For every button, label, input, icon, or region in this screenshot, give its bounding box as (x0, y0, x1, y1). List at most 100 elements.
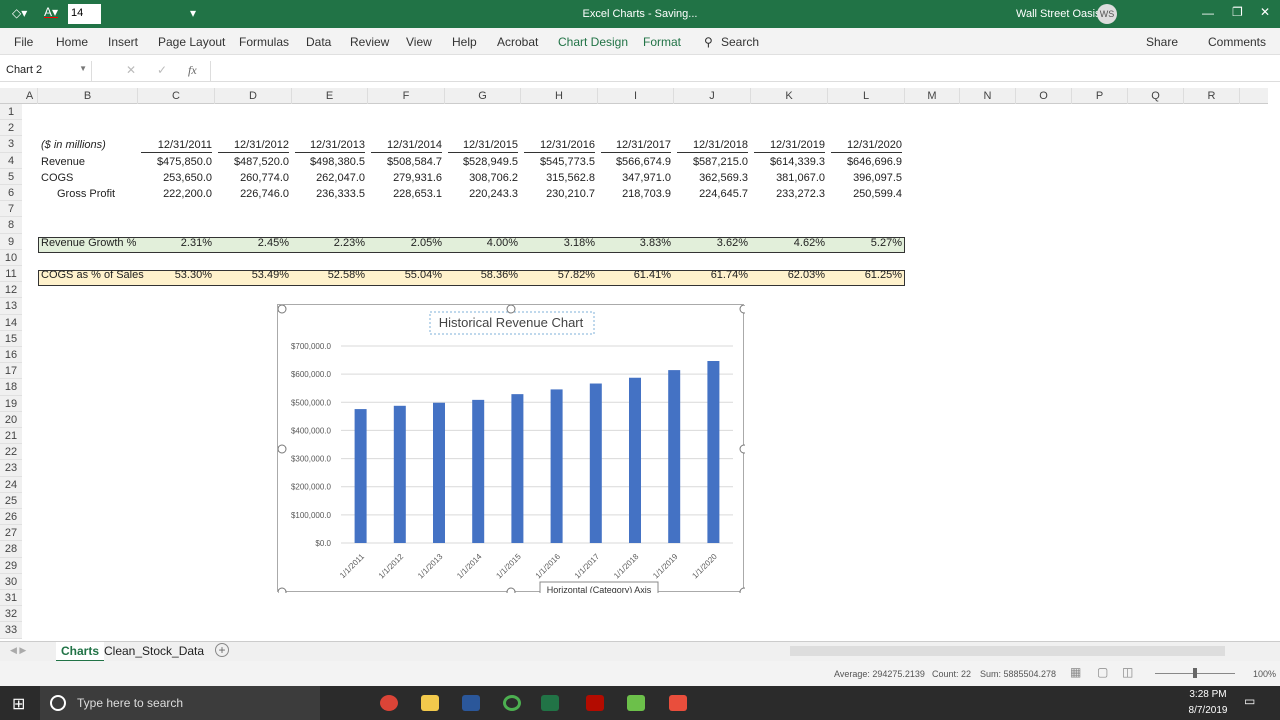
cell[interactable]: 61.74% (710, 269, 748, 281)
column-header[interactable]: A (22, 88, 38, 104)
cell[interactable]: 12/31/2013 (295, 137, 365, 154)
cell[interactable]: 2.31% (180, 236, 212, 249)
cell[interactable]: 396,097.5 (853, 171, 902, 184)
cell[interactable]: 250,599.4 (853, 188, 902, 200)
cell[interactable]: $566,674.9 (615, 155, 671, 168)
cell[interactable]: 53.30% (174, 269, 212, 281)
cell[interactable]: 4.00% (486, 236, 518, 249)
cell[interactable]: 12/31/2018 (677, 137, 748, 154)
normal-view-icon[interactable]: ▦ (1070, 665, 1082, 679)
column-header[interactable]: P (1072, 88, 1128, 104)
row-header[interactable]: 9 (0, 233, 22, 250)
column-header[interactable]: L (828, 88, 905, 104)
column-header[interactable]: B (38, 88, 138, 104)
cell[interactable]: 233,272.3 (776, 188, 825, 200)
cell[interactable]: 5.27% (870, 236, 902, 249)
row-header[interactable]: 7 (0, 201, 22, 218)
column-header[interactable]: H (521, 88, 598, 104)
row-header[interactable]: 2 (0, 120, 22, 137)
minimize-icon[interactable]: — (1202, 6, 1214, 20)
cell[interactable]: Revenue (41, 155, 86, 168)
row-header[interactable]: 25 (0, 492, 22, 509)
cell[interactable]: $508,584.7 (386, 155, 442, 168)
cell[interactable]: Revenue Growth % (41, 236, 137, 249)
column-header[interactable]: E (292, 88, 368, 104)
chart[interactable]: $0.0 $100,000.0 $200,000.0 $300,000.0 $400,0… (277, 304, 745, 593)
cell[interactable]: $528,949.5 (462, 155, 518, 168)
cell[interactable]: 253,650.0 (163, 171, 212, 184)
scroll-left-icon[interactable]: ◀ ▶ (10, 645, 27, 655)
tab-acrobat[interactable]: Acrobat (497, 35, 539, 49)
column-header[interactable]: I (598, 88, 674, 104)
row-header[interactable]: 29 (0, 557, 22, 574)
cell[interactable]: 222,200.0 (163, 188, 212, 200)
cell[interactable]: 262,047.0 (316, 171, 365, 184)
cell[interactable]: COGS (41, 171, 74, 184)
sheet-tab-charts[interactable]: Charts (56, 642, 105, 662)
row-header[interactable]: 16 (0, 347, 22, 364)
cell[interactable]: 62.03% (787, 269, 825, 281)
column-header[interactable]: M (905, 88, 960, 104)
windows-start-icon[interactable]: ⊞ (12, 696, 26, 713)
cell[interactable]: 230,210.7 (546, 188, 595, 200)
insert-function-button[interactable]: fx (188, 63, 197, 77)
row-header[interactable]: 6 (0, 185, 22, 202)
row-header[interactable]: 11 (0, 266, 22, 283)
recorder-icon[interactable] (669, 695, 687, 711)
cell[interactable]: 4.62% (793, 236, 825, 249)
search-icon[interactable]: ⚲ (704, 35, 713, 49)
row-header[interactable]: 10 (0, 249, 22, 266)
tab-view[interactable]: View (406, 35, 432, 49)
cell[interactable]: 308,706.2 (469, 171, 518, 184)
row-header[interactable]: 27 (0, 525, 22, 542)
row-header[interactable]: 31 (0, 590, 22, 607)
cancel-icon[interactable]: ✕ (126, 63, 137, 77)
fill-color-icon[interactable]: ◇▾ (12, 6, 28, 20)
cell[interactable]: 3.62% (716, 236, 748, 249)
sheet-tab-clean-stock-data[interactable]: Clean_Stock_Data (104, 644, 205, 658)
cell[interactable]: 381,067.0 (776, 171, 825, 184)
tab-help[interactable]: Help (452, 35, 477, 49)
cell[interactable]: $646,696.9 (846, 155, 902, 168)
avatar[interactable]: WS (1097, 4, 1117, 24)
formula-input[interactable] (210, 61, 1260, 81)
cell[interactable]: 279,931.6 (393, 171, 442, 184)
font-color-icon[interactable]: A▾ (44, 5, 59, 19)
column-header[interactable]: C (138, 88, 215, 104)
column-header[interactable]: D (215, 88, 292, 104)
maximize-icon[interactable]: ❐ (1232, 5, 1243, 19)
word-icon[interactable] (462, 695, 480, 711)
row-header[interactable]: 4 (0, 152, 22, 169)
close-icon[interactable]: ✕ (1260, 5, 1271, 19)
row-header[interactable]: 14 (0, 314, 22, 331)
row-header[interactable]: 8 (0, 217, 22, 234)
row-header[interactable]: 18 (0, 379, 22, 396)
column-header[interactable]: J (674, 88, 751, 104)
cell[interactable]: 220,243.3 (469, 188, 518, 200)
cell[interactable]: 12/31/2017 (601, 137, 671, 154)
cell[interactable]: 12/31/2015 (448, 137, 518, 154)
tab-format[interactable]: Format (643, 35, 682, 49)
cell[interactable]: 55.04% (404, 269, 442, 281)
cell[interactable]: 2.05% (410, 236, 442, 249)
column-header[interactable]: O (1016, 88, 1072, 104)
camtasia-icon[interactable] (627, 695, 645, 711)
row-header[interactable]: 20 (0, 411, 22, 428)
clock-time[interactable]: 3:28 PM (1189, 689, 1227, 700)
app-icon[interactable] (503, 695, 521, 711)
cell[interactable]: 12/31/2011 (141, 137, 212, 154)
cell[interactable]: $587,215.0 (692, 155, 748, 168)
row-header[interactable]: 5 (0, 168, 22, 185)
cell[interactable]: 226,746.0 (240, 188, 289, 200)
cell[interactable]: 260,774.0 (240, 171, 289, 184)
row-header[interactable]: 1 (0, 104, 22, 121)
row-header[interactable]: 12 (0, 282, 22, 299)
row-header[interactable]: 30 (0, 573, 22, 590)
tab-review[interactable]: Review (350, 35, 390, 49)
column-header[interactable]: Q (1128, 88, 1184, 104)
row-header[interactable]: 28 (0, 541, 22, 558)
comments-button[interactable]: Comments (1208, 35, 1267, 49)
column-header[interactable]: F (368, 88, 445, 104)
row-header[interactable]: 3 (0, 136, 22, 153)
tab-file[interactable]: File (14, 35, 34, 49)
